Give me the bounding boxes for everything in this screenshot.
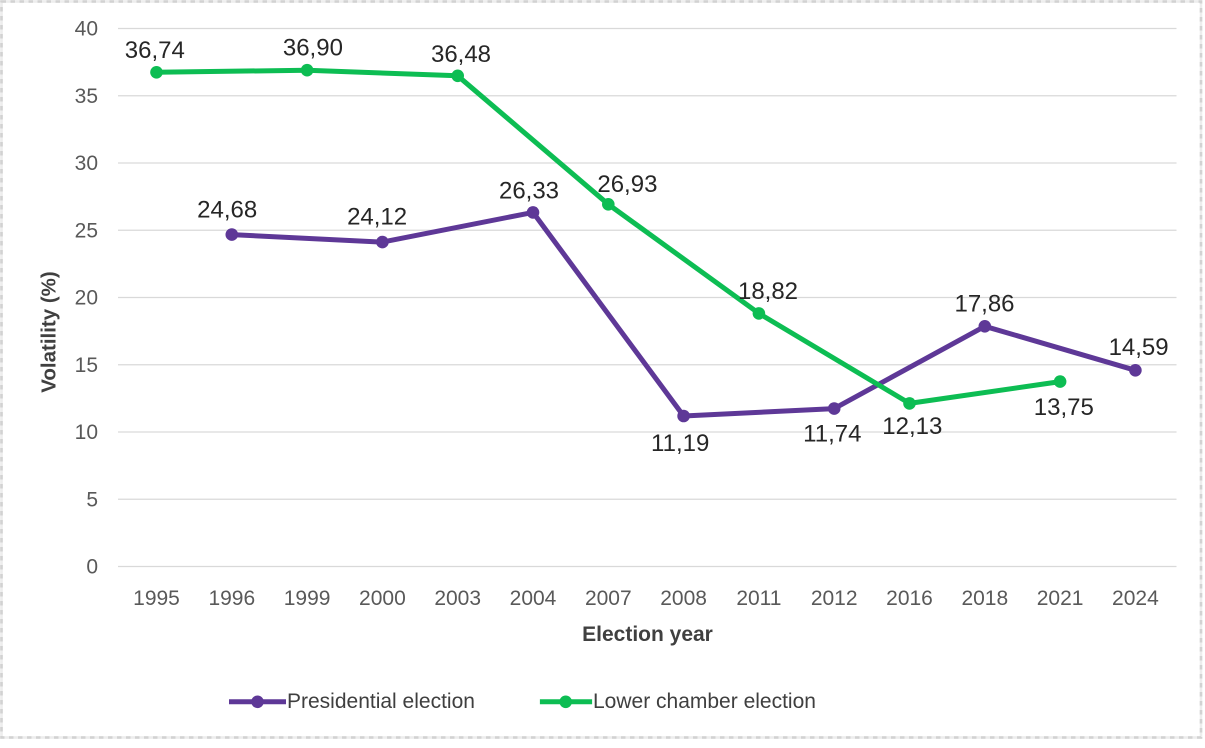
svg-text:0: 0 <box>86 556 98 579</box>
svg-text:2016: 2016 <box>886 587 933 610</box>
svg-text:40: 40 <box>75 18 98 41</box>
svg-text:18,82: 18,82 <box>738 278 798 305</box>
svg-text:12,13: 12,13 <box>882 413 942 440</box>
svg-text:14,59: 14,59 <box>1109 334 1169 361</box>
svg-text:36,90: 36,90 <box>283 34 343 61</box>
svg-text:17,86: 17,86 <box>954 291 1014 318</box>
svg-text:Presidential election: Presidential election <box>287 690 475 713</box>
svg-text:2012: 2012 <box>811 587 858 610</box>
svg-text:11,74: 11,74 <box>803 421 861 448</box>
svg-text:26,93: 26,93 <box>597 171 657 198</box>
svg-text:13,75: 13,75 <box>1034 394 1094 421</box>
svg-text:Election year: Election year <box>582 623 713 646</box>
svg-text:1996: 1996 <box>208 587 255 610</box>
svg-text:35: 35 <box>75 85 98 108</box>
svg-text:24,12: 24,12 <box>347 204 407 231</box>
svg-text:2003: 2003 <box>434 587 481 610</box>
svg-text:Volatility (%): Volatility (%) <box>38 271 61 393</box>
svg-text:5: 5 <box>86 488 98 511</box>
svg-text:Lower chamber election: Lower chamber election <box>593 690 816 713</box>
svg-text:2018: 2018 <box>961 587 1008 610</box>
svg-text:20: 20 <box>75 287 98 310</box>
svg-text:2004: 2004 <box>510 587 557 610</box>
svg-text:2000: 2000 <box>359 587 406 610</box>
svg-text:24,68: 24,68 <box>197 197 257 224</box>
svg-text:2021: 2021 <box>1037 587 1084 610</box>
svg-text:2007: 2007 <box>585 587 632 610</box>
svg-text:2011: 2011 <box>736 587 781 610</box>
svg-text:30: 30 <box>75 152 98 175</box>
svg-text:1995: 1995 <box>133 587 180 610</box>
svg-text:2024: 2024 <box>1112 587 1159 610</box>
svg-text:36,48: 36,48 <box>431 41 491 68</box>
svg-text:36,74: 36,74 <box>125 37 185 64</box>
svg-text:11,19: 11,19 <box>651 430 709 457</box>
svg-text:10: 10 <box>75 421 98 444</box>
svg-text:2008: 2008 <box>660 587 707 610</box>
svg-text:15: 15 <box>75 354 98 377</box>
svg-text:25: 25 <box>75 219 98 242</box>
svg-text:26,33: 26,33 <box>499 178 559 205</box>
svg-text:1999: 1999 <box>284 587 331 610</box>
